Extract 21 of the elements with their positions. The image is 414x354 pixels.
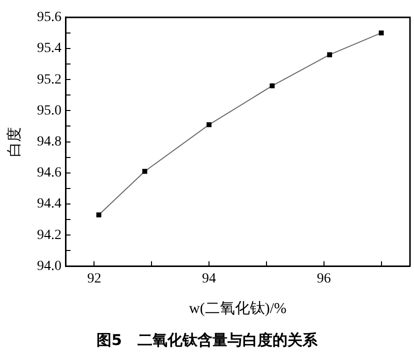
x-tick-label: 96 (316, 271, 331, 286)
y-tick-label: 94.4 (37, 196, 62, 212)
x-tick-label: 92 (87, 271, 102, 286)
y-tick-label: 94.8 (37, 134, 62, 150)
y-tick-label: 95.6 (37, 10, 62, 26)
y-tick-label: 94.6 (37, 166, 62, 181)
x-axis-title: w(二氧化钛)/% (189, 300, 286, 317)
x-tick-label: 94 (202, 271, 216, 286)
y-tick-label: 95.0 (37, 103, 62, 118)
text: 图5 二氧化钛含量与白度的关系 (96, 330, 319, 349)
y-tick-label: 95.4 (37, 41, 62, 56)
y-tick-label: 94.2 (37, 228, 62, 243)
point (378, 30, 384, 36)
point (270, 83, 275, 88)
y-tick-label: 95.2 (37, 72, 62, 88)
y-tick-label: 94.0 (37, 258, 62, 274)
point (96, 212, 102, 218)
point (206, 122, 212, 128)
point (327, 52, 332, 58)
point (142, 168, 148, 174)
y-axis-title: 白度 (6, 126, 23, 157)
